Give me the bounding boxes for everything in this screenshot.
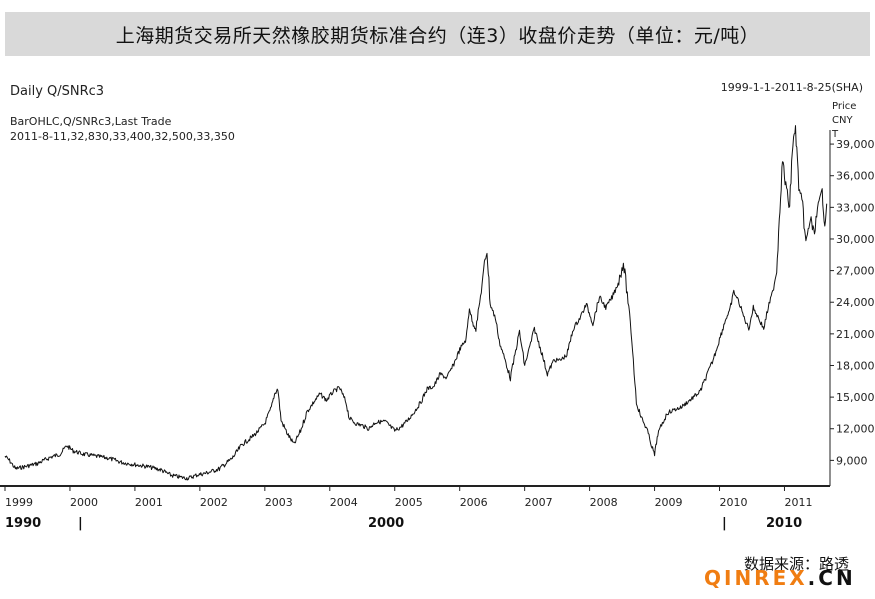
chart-title-bar: 上海期货交易所天然橡胶期货标准合约（连3）收盘价走势（单位：元/吨） — [5, 12, 870, 56]
y-tick-label: 39,000 — [836, 138, 875, 151]
y-tick-label: 9,000 — [836, 454, 868, 467]
y-tick-label: 18,000 — [836, 359, 875, 372]
legend-line-2: 2011-8-11,32,830,33,400,32,500,33,350 — [10, 130, 235, 143]
y-tick-label: 27,000 — [836, 265, 875, 278]
watermark-part-1: QINREX — [704, 566, 808, 590]
x-tick-label: 1999 — [5, 496, 33, 509]
y-axis-label-currency: CNY — [832, 115, 853, 126]
x-tick-label: 2003 — [265, 496, 293, 509]
x-tick-label: 2006 — [460, 496, 488, 509]
x-tick-label: 2004 — [330, 496, 358, 509]
legend-line-1: BarOHLC,Q/SNRc3,Last Trade — [10, 115, 172, 128]
era-label: 2010 — [766, 516, 802, 531]
era-label: 2000 — [368, 516, 404, 531]
y-tick-label: 30,000 — [836, 233, 875, 246]
y-tick-label: 15,000 — [836, 391, 875, 404]
era-label: | — [78, 516, 83, 531]
y-tick-label: 12,000 — [836, 423, 875, 436]
watermark-logo: QINREX.CN — [704, 566, 856, 590]
data-source-label: 数据来源：路透 — [744, 555, 850, 573]
x-tick-label: 2008 — [590, 496, 618, 509]
price-series-line — [4, 125, 828, 481]
y-tick-label: 21,000 — [836, 328, 875, 341]
y-tick-label: 36,000 — [836, 170, 875, 183]
x-tick-label: 2009 — [655, 496, 683, 509]
chart-subtitle: Daily Q/SNRc3 — [10, 84, 104, 99]
y-axis-label-unit: T — [831, 129, 839, 140]
era-label: | — [722, 516, 727, 531]
x-tick-label: 2010 — [720, 496, 748, 509]
x-tick-label: 2000 — [70, 496, 98, 509]
x-tick-label: 2007 — [525, 496, 553, 509]
x-tick-label: 2005 — [395, 496, 423, 509]
watermark-part-2: .CN — [807, 566, 856, 590]
x-tick-label: 2002 — [200, 496, 228, 509]
y-tick-label: 24,000 — [836, 296, 875, 309]
chart-title: 上海期货交易所天然橡胶期货标准合约（连3）收盘价走势（单位：元/吨） — [115, 24, 760, 47]
x-axis: 1999 2000 2001 2002 2003 2004 2005 2006 2007 2008… — [0, 485, 830, 509]
y-tick-label: 33,000 — [836, 201, 875, 214]
x-tick-label: 2001 — [135, 496, 163, 509]
plot-area — [4, 125, 828, 481]
x-tick-label: 2011 — [784, 496, 812, 509]
era-label: 1990 — [5, 516, 41, 531]
date-range-label: 1999-1-1-2011-8-25(SHA) — [721, 81, 863, 94]
y-axis-label-price: Price — [832, 101, 856, 112]
y-axis: 9,000 12,000 15,000 18,000 21,000 24,000 27,00… — [829, 130, 875, 486]
era-axis: 1990 | 2000 | 2010 — [5, 516, 802, 531]
